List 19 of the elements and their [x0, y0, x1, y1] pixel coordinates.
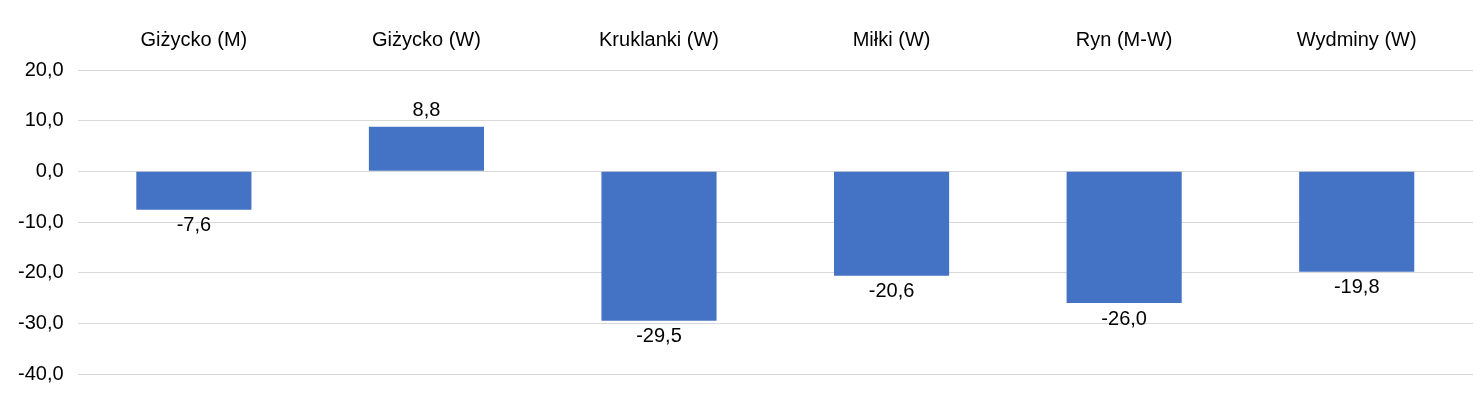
x-tick-label: Giżycko (M) — [140, 27, 248, 50]
y-tick-label: -20,0 — [17, 260, 64, 283]
y-tick-label: 10,0 — [24, 108, 64, 131]
x-tick-label: Giżycko (W) — [371, 27, 481, 50]
x-tick-label: Kruklanki (W) — [599, 27, 720, 50]
y-tick-label: -40,0 — [17, 361, 64, 384]
data-label: -29,5 — [636, 324, 682, 347]
data-label: -7,6 — [176, 213, 212, 236]
data-label: -19,8 — [1333, 275, 1380, 298]
y-tick-label: 0,0 — [35, 158, 64, 181]
x-tick-label: Miłki (W) — [852, 27, 931, 50]
y-tick-label: -30,0 — [17, 310, 64, 333]
data-label: -20,6 — [868, 279, 915, 302]
data-label: -26,0 — [1101, 306, 1147, 329]
y-tick-label: 20,0 — [24, 57, 64, 80]
x-tick-label: Wydminy (W) — [1296, 27, 1417, 50]
y-tick-label: -10,0 — [17, 209, 64, 232]
x-tick-label: Ryn (M-W) — [1075, 27, 1173, 50]
data-label: 8,8 — [412, 98, 441, 121]
